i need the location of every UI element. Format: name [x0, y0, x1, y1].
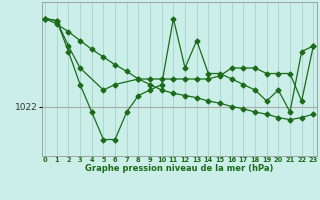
- X-axis label: Graphe pression niveau de la mer (hPa): Graphe pression niveau de la mer (hPa): [85, 164, 273, 173]
